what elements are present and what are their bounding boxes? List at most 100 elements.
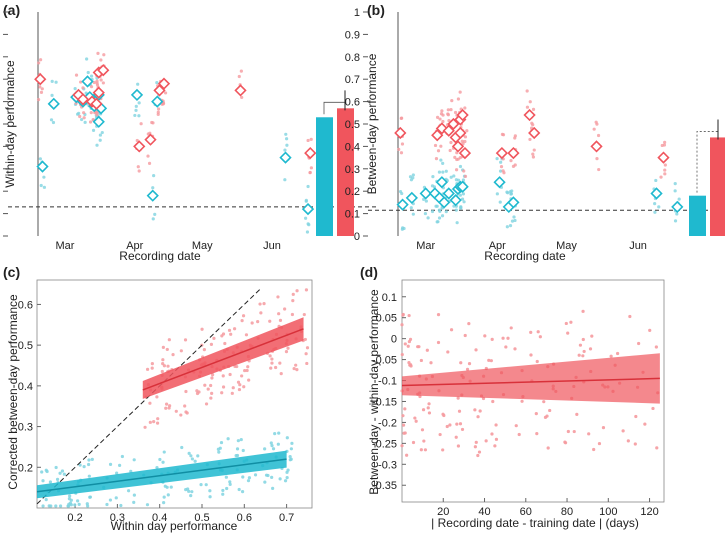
red-data-dot — [456, 444, 461, 448]
red-data-dot — [587, 432, 591, 436]
red-data-dot — [566, 331, 570, 335]
cyan-data-dot — [237, 487, 241, 492]
red-data-dot — [407, 339, 411, 344]
cyan-data-dot — [283, 479, 288, 483]
y-tick-label: -0.2 — [378, 417, 397, 429]
session-dot — [453, 110, 458, 115]
cyan-data-dot — [235, 447, 240, 451]
session-dot — [439, 112, 444, 116]
red-data-dot — [446, 350, 450, 354]
session-dot — [304, 198, 308, 203]
red-data-dot — [626, 439, 630, 443]
red-data-dot — [449, 328, 454, 332]
cyan-mean-marker — [650, 187, 663, 200]
session-dot — [36, 98, 41, 102]
session-dot — [91, 118, 95, 122]
red-data-dot — [268, 319, 272, 323]
x-tick-label: 120 — [640, 506, 658, 518]
red-data-dot — [183, 404, 187, 408]
red-data-dot — [227, 328, 232, 332]
session-dot — [465, 129, 469, 133]
red-data-dot — [302, 312, 306, 317]
y-tick-label: 0.2 — [18, 462, 33, 474]
red-data-dot — [458, 422, 463, 426]
session-dot — [91, 128, 96, 132]
red-data-dot — [206, 387, 210, 391]
red-data-dot — [237, 387, 242, 392]
red-data-dot — [654, 345, 658, 349]
session-dot — [237, 74, 241, 79]
red-mean-marker — [304, 146, 317, 160]
session-dot — [458, 164, 463, 169]
session-dot — [74, 73, 79, 77]
session-dot — [513, 218, 517, 223]
cyan-data-dot — [87, 462, 91, 467]
session-dot — [455, 221, 459, 225]
red-mean-marker — [157, 77, 171, 90]
red-data-dot — [221, 374, 225, 378]
cyan-mean-marker — [493, 176, 506, 189]
cyan-data-dot — [126, 489, 131, 493]
red-data-dot — [203, 383, 207, 387]
session-dot — [525, 89, 529, 93]
session-dot — [449, 175, 453, 179]
red-data-dot — [648, 328, 652, 332]
session-dot — [89, 111, 93, 115]
session-dot — [463, 106, 467, 110]
red-data-dot — [242, 385, 246, 389]
session-dot — [42, 185, 46, 189]
session-dot — [156, 110, 160, 114]
panel-c: (c) 0.2 0.3 0.4 0.5 0.6 0.2 0.3 0.4 0.5 0.6 0.7 C… — [3, 264, 313, 533]
red-data-dot — [419, 358, 423, 363]
red-data-dot — [403, 407, 407, 411]
session-dot — [95, 111, 99, 115]
session-dot — [499, 165, 504, 169]
cyan-data-dot — [208, 495, 212, 499]
red-data-dot — [494, 423, 498, 427]
red-mean-marker — [590, 140, 603, 153]
red-data-dot — [588, 347, 593, 351]
session-dot — [37, 61, 41, 65]
session-dot — [430, 209, 435, 214]
session-dot — [95, 143, 99, 147]
y-tick-label: 0.05 — [376, 313, 397, 325]
cyan-mean-bar — [316, 117, 333, 236]
red-data-dot — [456, 396, 460, 400]
session-dot — [675, 212, 679, 216]
red-data-dot — [283, 307, 287, 311]
red-data-dot — [463, 333, 467, 338]
red-data-dot — [295, 289, 299, 293]
session-dot — [89, 74, 94, 78]
session-dot — [163, 91, 168, 95]
cyan-data-dot — [115, 471, 119, 475]
red-data-dot — [294, 363, 298, 367]
cyan-mean-marker — [449, 194, 462, 207]
session-dot — [663, 163, 667, 167]
y-tick-label: -0.15 — [372, 396, 397, 408]
session-dot — [78, 114, 82, 119]
red-data-dot — [634, 414, 638, 419]
red-mean-marker — [495, 146, 509, 160]
session-dot — [454, 208, 458, 212]
red-data-dot — [538, 335, 542, 339]
cyan-data-dot — [118, 463, 122, 467]
y-tick-label: -0.35 — [372, 480, 397, 492]
session-dot — [509, 159, 513, 163]
session-dot — [411, 212, 415, 216]
cyan-data-dot — [263, 447, 267, 451]
red-data-dot — [578, 343, 583, 347]
red-data-dot — [161, 362, 165, 366]
red-data-dot — [542, 400, 546, 404]
red-data-dot — [179, 349, 183, 353]
cyan-data-dot — [40, 470, 44, 474]
session-dot — [79, 80, 83, 84]
session-dot — [462, 169, 466, 173]
red-data-dot — [258, 302, 262, 306]
panel-b-ylabel: Between-day performance — [365, 53, 379, 194]
cyan-data-dot — [228, 480, 232, 484]
red-mean-marker — [523, 108, 536, 122]
session-dot — [50, 79, 54, 83]
red-data-dot — [229, 332, 233, 336]
cyan-mean-marker — [438, 196, 451, 209]
